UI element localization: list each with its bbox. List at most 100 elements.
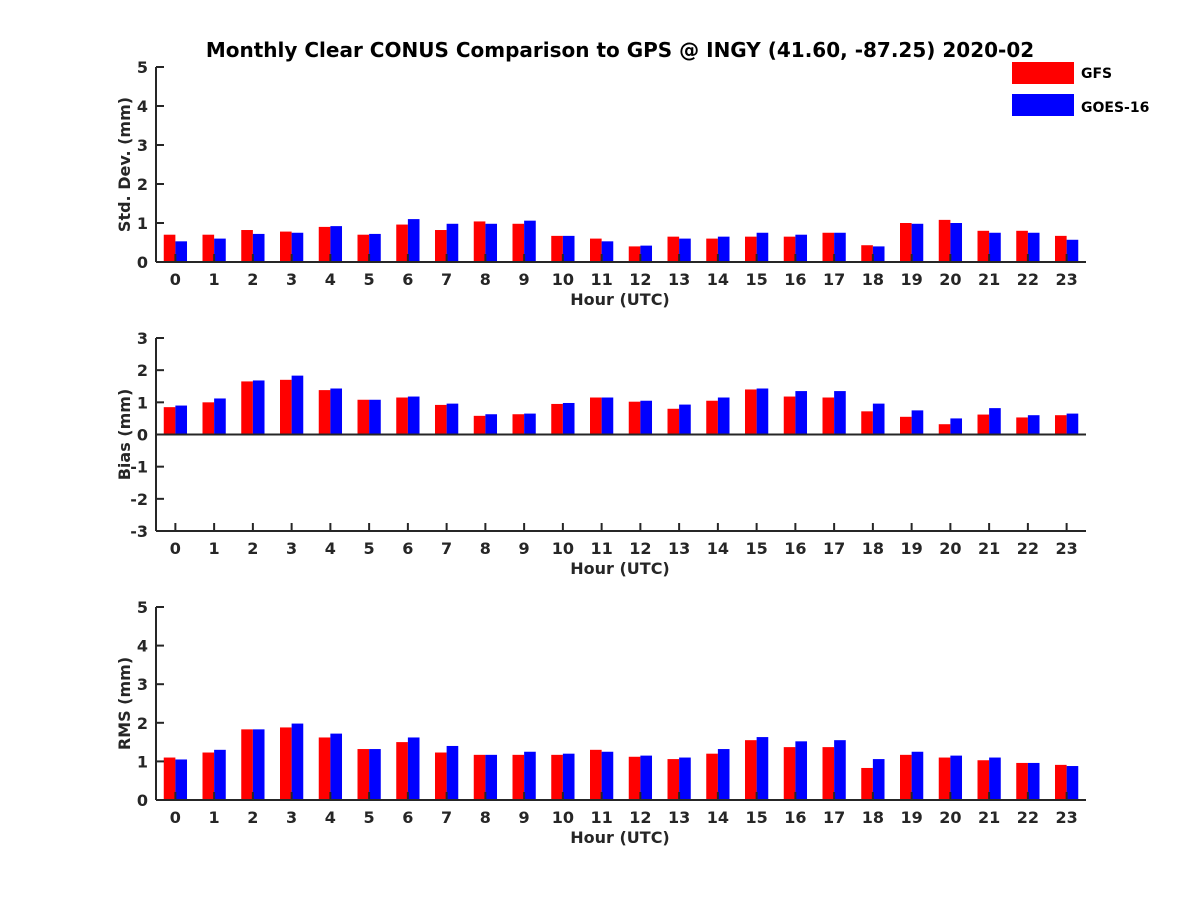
x-tick-label: 14 — [707, 808, 729, 827]
x-tick-label: 8 — [480, 539, 491, 558]
bar-gfs-hour-23 — [1055, 235, 1067, 262]
bar-gfs-hour-11 — [590, 238, 602, 262]
bar-goes-16-hour-23 — [1066, 766, 1079, 800]
y-tick-label: -3 — [130, 522, 148, 541]
bar-gfs-hour-5 — [357, 234, 370, 262]
x-tick-label: 17 — [823, 539, 845, 558]
y-tick-label: 0 — [137, 791, 148, 810]
bar-goes-16-hour-14 — [717, 749, 730, 800]
bar-goes-16-hour-19 — [911, 751, 924, 800]
bar-gfs-hour-22 — [1016, 230, 1028, 262]
y-axis-label: Std. Dev. (mm) — [115, 97, 134, 232]
bar-goes-16-hour-2 — [252, 233, 265, 262]
x-tick-label: 0 — [170, 539, 181, 558]
bar-gfs-hour-19 — [900, 416, 912, 435]
bar-gfs-hour-2 — [241, 381, 253, 435]
bar-goes-16-hour-4 — [330, 388, 343, 435]
bar-goes-16-hour-0 — [175, 405, 188, 435]
bar-goes-16-hour-7 — [446, 403, 459, 435]
bar-goes-16-hour-11 — [601, 397, 614, 435]
bar-goes-16-hour-16 — [795, 391, 808, 435]
bar-gfs-hour-23 — [1055, 764, 1067, 800]
bar-gfs-hour-3 — [280, 379, 292, 435]
bar-goes-16-hour-21 — [989, 757, 1001, 800]
x-tick-label: 13 — [668, 808, 690, 827]
x-tick-label: 17 — [823, 270, 845, 289]
x-tick-label: 6 — [402, 808, 413, 827]
x-tick-label: 4 — [325, 539, 336, 558]
x-tick-label: 3 — [286, 808, 297, 827]
bar-goes-16-hour-18 — [872, 403, 885, 435]
bar-goes-16-hour-7 — [446, 223, 459, 262]
bar-goes-16-hour-12 — [640, 755, 653, 800]
y-tick-label: -2 — [130, 490, 148, 509]
bar-goes-16-hour-19 — [911, 410, 924, 435]
bar-gfs-hour-6 — [396, 742, 408, 800]
x-tick-label: 12 — [629, 808, 651, 827]
bar-gfs-hour-22 — [1016, 417, 1028, 435]
legend: GFS GOES-16 — [1012, 62, 1149, 116]
bar-goes-16-hour-6 — [407, 737, 420, 800]
bar-goes-16-hour-8 — [485, 754, 498, 800]
bar-goes-16-hour-13 — [679, 238, 691, 262]
x-tick-label: 18 — [862, 808, 884, 827]
x-tick-label: 23 — [1055, 539, 1077, 558]
bar-gfs-hour-0 — [163, 757, 176, 800]
y-tick-label: 2 — [137, 175, 148, 194]
bar-gfs-hour-4 — [318, 737, 331, 800]
bar-goes-16-hour-7 — [446, 745, 459, 800]
bar-goes-16-hour-16 — [795, 234, 808, 262]
x-tick-label: 20 — [939, 270, 961, 289]
bar-gfs-hour-10 — [551, 403, 563, 435]
x-tick-label: 15 — [745, 270, 767, 289]
bar-gfs-hour-20 — [938, 424, 951, 435]
x-tick-label: 4 — [325, 270, 336, 289]
x-tick-label: 1 — [209, 808, 220, 827]
bar-goes-16-hour-6 — [407, 396, 420, 435]
x-tick-label: 22 — [1017, 539, 1039, 558]
x-tick-label: 2 — [247, 270, 258, 289]
x-tick-label: 3 — [286, 539, 297, 558]
y-tick-label: 4 — [137, 97, 148, 116]
bar-gfs-hour-18 — [861, 245, 873, 262]
bar-gfs-hour-13 — [667, 408, 680, 435]
bar-gfs-hour-20 — [938, 219, 951, 262]
x-tick-label: 14 — [707, 539, 729, 558]
x-tick-label: 7 — [441, 270, 452, 289]
bar-goes-16-hour-13 — [679, 404, 691, 435]
bar-gfs-hour-18 — [861, 411, 873, 435]
x-tick-label: 13 — [668, 270, 690, 289]
bar-gfs-hour-1 — [202, 402, 215, 435]
x-tick-label: 3 — [286, 270, 297, 289]
x-tick-label: 10 — [552, 808, 574, 827]
x-tick-label: 5 — [364, 270, 375, 289]
bar-goes-16-hour-22 — [1027, 762, 1040, 800]
y-axis-label: RMS (mm) — [115, 657, 134, 750]
bar-gfs-hour-5 — [357, 399, 370, 435]
y-tick-label: 5 — [137, 598, 148, 617]
bar-goes-16-hour-13 — [679, 757, 691, 800]
y-tick-label: 3 — [137, 675, 148, 694]
y-tick-label: 0 — [137, 253, 148, 272]
y-tick-label: 4 — [137, 637, 148, 656]
x-axis-label: Hour (UTC) — [570, 828, 670, 847]
bar-gfs-hour-10 — [551, 235, 563, 262]
bar-goes-16-hour-20 — [950, 223, 963, 262]
x-tick-label: 10 — [552, 539, 574, 558]
legend-label-goes16: GOES-16 — [1081, 100, 1149, 116]
y-tick-label: 5 — [137, 58, 148, 77]
bar-gfs-hour-10 — [551, 754, 563, 800]
bar-goes-16-hour-12 — [640, 400, 653, 435]
x-tick-label: 22 — [1017, 270, 1039, 289]
bar-goes-16-hour-11 — [601, 751, 614, 800]
x-tick-label: 9 — [519, 270, 530, 289]
bar-goes-16-hour-21 — [989, 232, 1001, 262]
y-tick-label: 3 — [137, 136, 148, 155]
bar-gfs-hour-15 — [745, 740, 757, 800]
bar-goes-16-hour-10 — [562, 235, 575, 262]
bar-gfs-hour-8 — [473, 221, 486, 262]
bar-gfs-hour-17 — [822, 747, 835, 800]
bar-goes-16-hour-1 — [214, 238, 226, 262]
bar-goes-16-hour-3 — [291, 375, 304, 435]
